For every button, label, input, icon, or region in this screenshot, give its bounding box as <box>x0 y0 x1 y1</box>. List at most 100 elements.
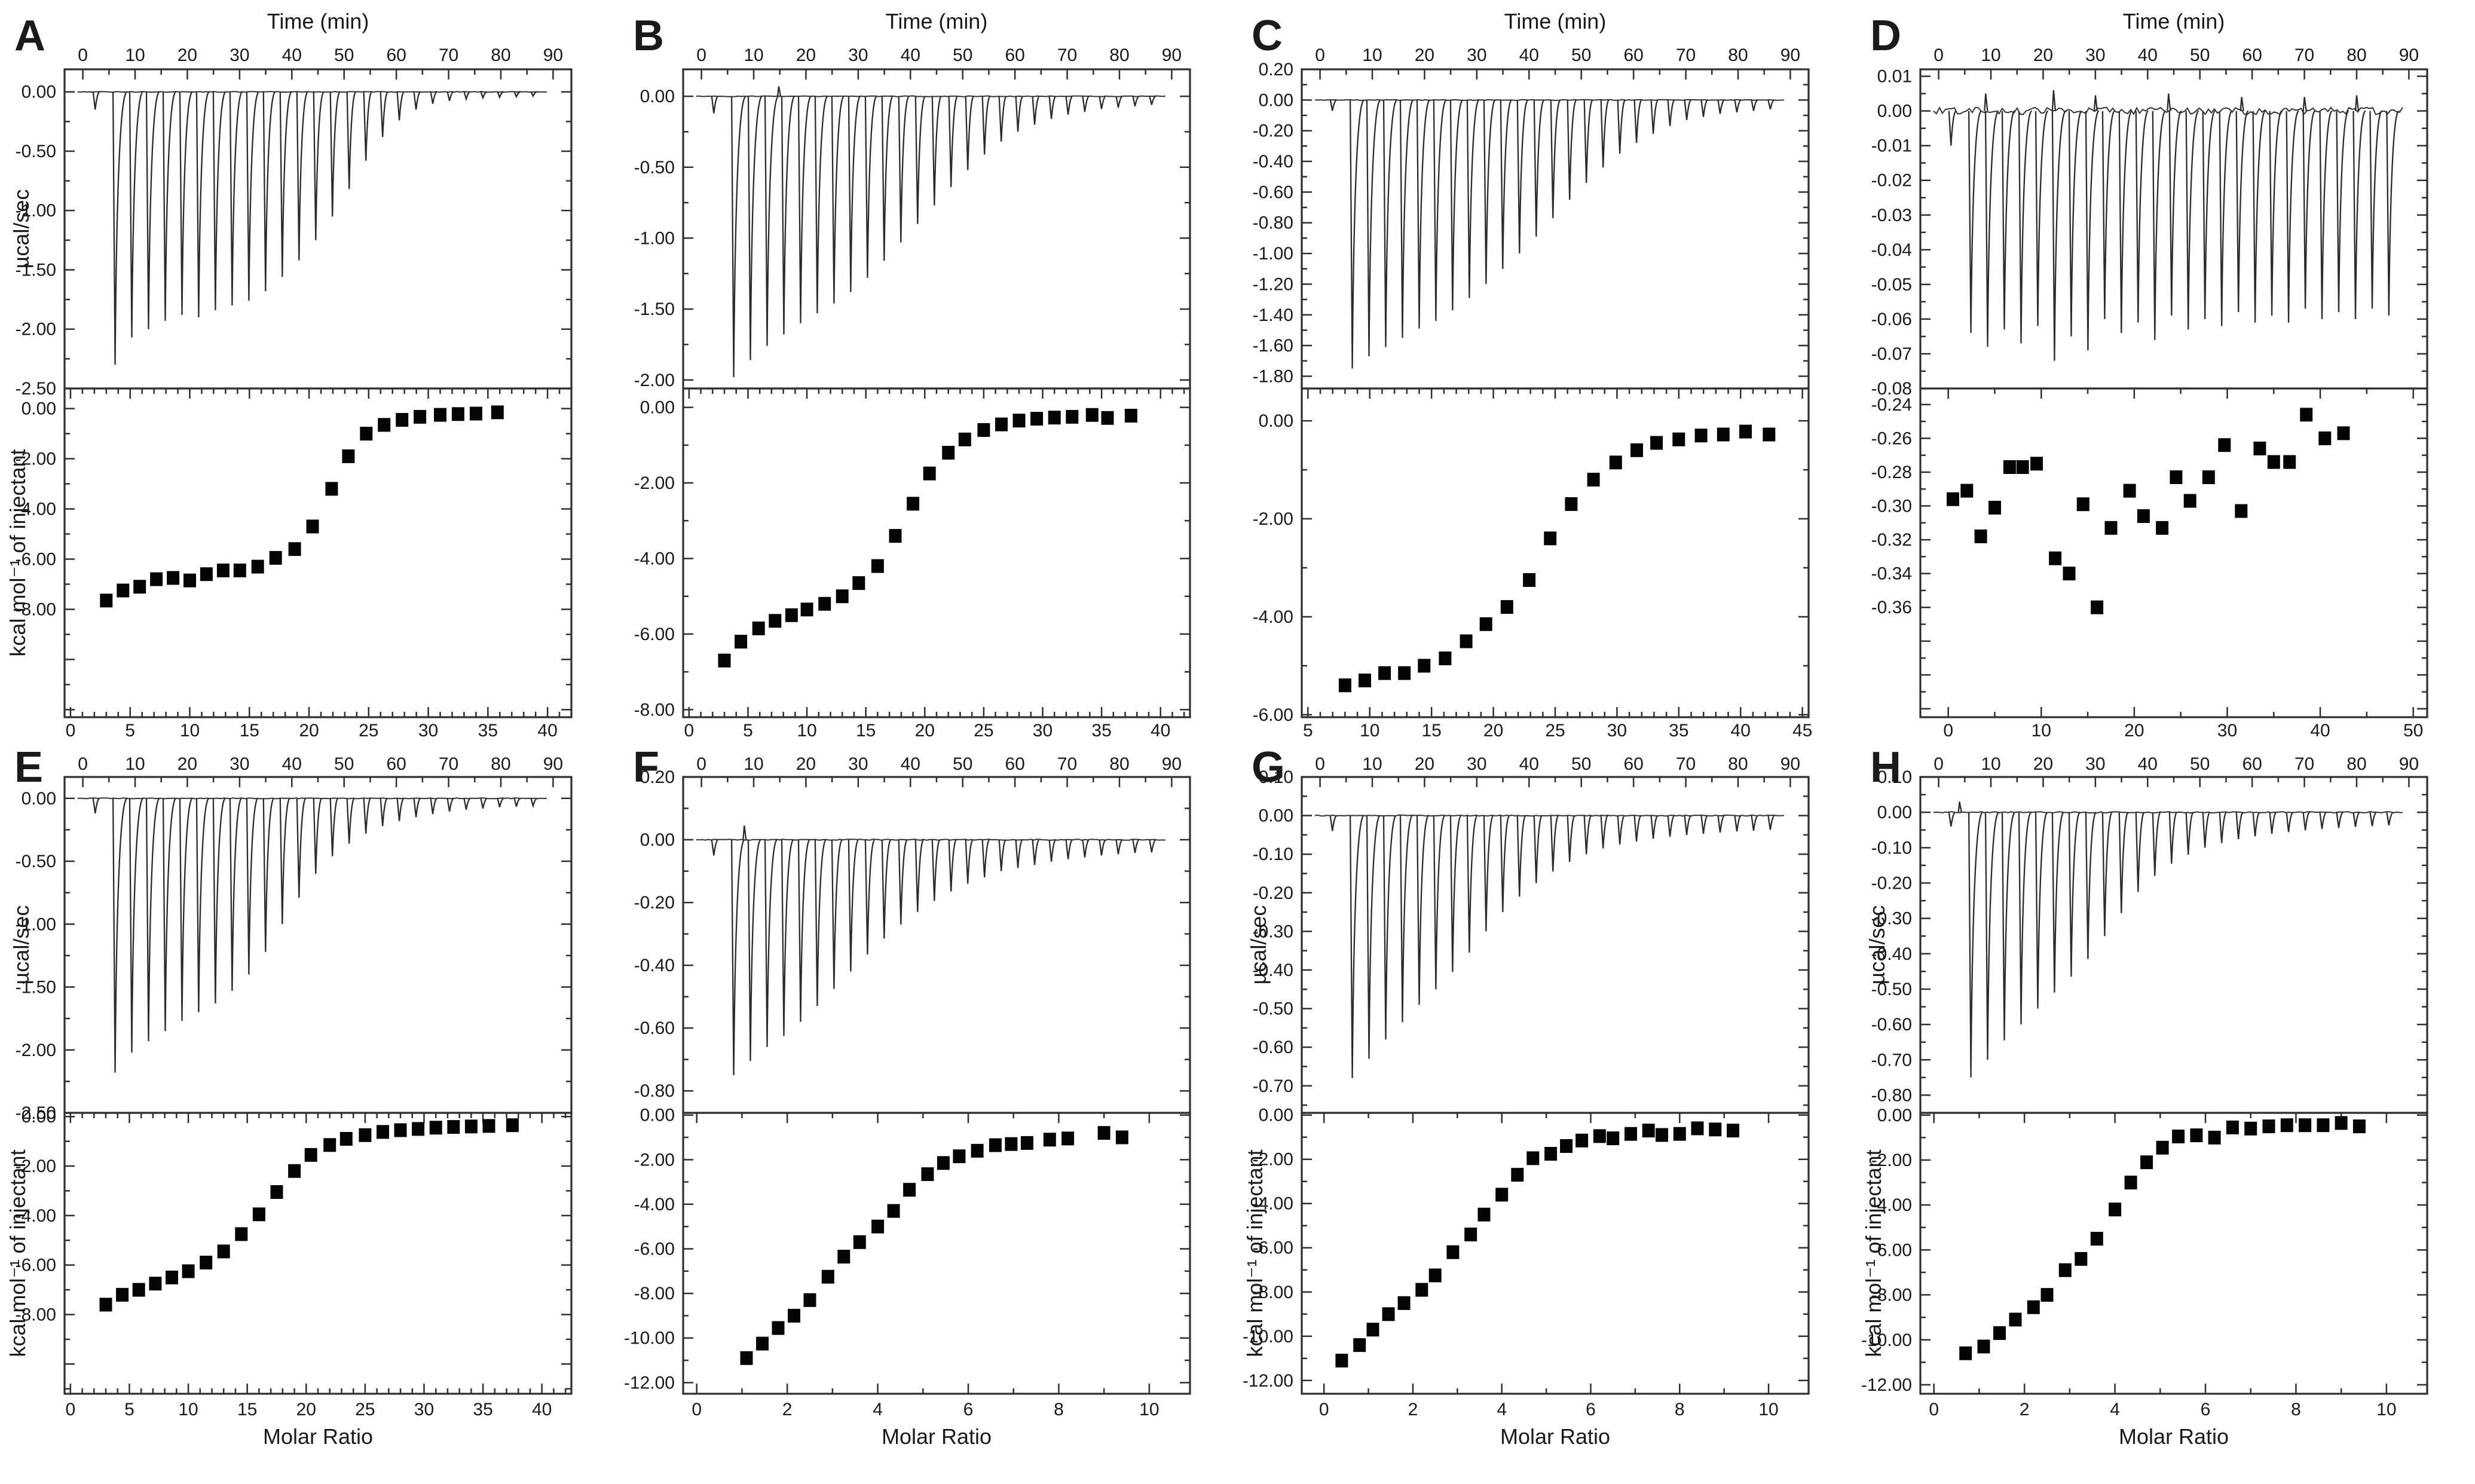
data-point <box>149 1277 162 1291</box>
tick-label: 4 <box>1497 1400 1507 1419</box>
tick-label: 0.20 <box>1259 60 1293 79</box>
data-point <box>182 1264 195 1278</box>
tick-label: 40 <box>532 1400 552 1419</box>
tick-label: -1.00 <box>16 914 56 934</box>
thermogram-trace <box>1329 99 1775 369</box>
isotherm-points <box>1338 424 1776 693</box>
tick-label: 50 <box>334 754 354 774</box>
thermogram-trace <box>1948 801 2394 1078</box>
tick-label: 0.00 <box>22 82 56 102</box>
tick-label: -8.00 <box>1871 1286 1912 1305</box>
tick-label: -0.40 <box>1253 960 1293 980</box>
tick-label: 30 <box>2217 721 2237 741</box>
tick-label: -4.00 <box>16 1206 56 1226</box>
tick-label: 20 <box>1483 721 1503 741</box>
tick-label: 10 <box>744 754 763 774</box>
tick-label: 10 <box>1139 1400 1159 1419</box>
tick-label: 70 <box>439 754 458 774</box>
data-point <box>785 608 798 622</box>
tick-label: 30 <box>848 754 868 774</box>
tick-label: 45 <box>1792 721 1812 741</box>
panel-D: D Time (min) 0 10 20 30 40 50 60 70 80 90 0.01 0.00 -0… <box>1870 9 2428 741</box>
tick-label: 10 <box>1362 754 1382 774</box>
tick-label: -0.20 <box>1253 121 1293 141</box>
isotherm-box <box>1919 1112 2428 1395</box>
thermogram-trace <box>1329 815 1775 1078</box>
tick-label: 30 <box>1607 721 1627 741</box>
tick-label: 40 <box>901 45 920 65</box>
tick-label: 0.00 <box>22 1107 56 1127</box>
tick-label: -12.00 <box>1861 1375 1912 1395</box>
data-point <box>853 1235 866 1249</box>
data-point <box>200 1256 213 1269</box>
tick-label: -8.00 <box>16 1305 56 1324</box>
tick-label: -0.50 <box>1871 980 1912 999</box>
data-point <box>1397 1296 1411 1310</box>
tick-label: -2.00 <box>1871 1151 1912 1170</box>
tick-label: -8.00 <box>1253 1283 1293 1302</box>
isotherm-points <box>1959 1116 2366 1360</box>
kcal-axis-label: kcal mol⁻¹ of injectant <box>1243 1149 1267 1357</box>
panel-E: E 0 10 20 30 40 50 60 70 80 900.00-0.50-1.00-1.50-… <box>5 743 573 1449</box>
tick-label: -0.50 <box>16 852 56 871</box>
tick-label: -4.00 <box>1253 607 1293 627</box>
tick-label: 10 <box>125 45 145 65</box>
data-point <box>1673 1127 1686 1141</box>
data-point <box>269 550 282 565</box>
ucal-axis-label: µcal/sec <box>9 189 33 269</box>
tick-label: 90 <box>2399 754 2419 774</box>
panel-B: B Time (min)0 10 20 30 40 50 60 70 80 900.00-0.50-… <box>633 9 1191 741</box>
data-point <box>1709 1122 1722 1137</box>
data-point <box>1947 492 1959 506</box>
data-point <box>836 589 849 604</box>
tick-label: 6 <box>963 1400 974 1419</box>
data-point <box>2253 441 2266 455</box>
tick-label: -0.20 <box>634 893 675 913</box>
data-point <box>412 1122 425 1136</box>
data-point <box>464 1119 478 1134</box>
tick-label: 0 <box>1943 721 1953 741</box>
tick-label: 80 <box>491 45 510 65</box>
tick-label: 2 <box>782 1400 793 1419</box>
tick-label: 8 <box>1675 1400 1685 1419</box>
tick-label: -10.00 <box>624 1329 675 1348</box>
thermogram-trace <box>1948 90 2400 361</box>
tick-label: -8.00 <box>634 700 675 720</box>
tick-label: -1.20 <box>1253 274 1293 294</box>
data-point <box>469 406 482 421</box>
data-point <box>133 580 146 594</box>
tick-label: 15 <box>1421 721 1441 741</box>
tick-label: 50 <box>1571 45 1591 65</box>
data-point <box>2208 1130 2221 1145</box>
tick-label: 35 <box>473 1400 492 1419</box>
data-point <box>1115 1130 1128 1145</box>
data-point <box>1609 455 1622 470</box>
tick-label: 80 <box>2346 754 2366 774</box>
data-point <box>394 1123 407 1137</box>
tick-label: -0.20 <box>1253 883 1293 903</box>
tick-label: 80 <box>2346 45 2366 65</box>
data-point <box>2076 497 2089 512</box>
data-point <box>735 635 748 649</box>
data-point <box>1048 411 1061 425</box>
tick-label: 30 <box>414 1400 434 1419</box>
data-point <box>2027 1300 2040 1314</box>
tick-label: 0.00 <box>1877 803 1912 822</box>
panel-H: H 0 10 20 30 40 50 60 70 80 900.100.00-0.10-0.20-0… <box>1861 743 2428 1449</box>
tick-label: -0.50 <box>16 142 56 161</box>
data-point <box>1624 1127 1637 1141</box>
tick-label: -6.00 <box>16 549 56 569</box>
tick-label: 0 <box>696 45 706 65</box>
tick-label: 50 <box>2403 721 2423 741</box>
molar-ratio-label: Molar Ratio <box>2119 1424 2229 1449</box>
tick-label: 20 <box>2033 754 2053 774</box>
tick-label: -1.50 <box>634 299 675 319</box>
tick-label: 40 <box>2138 45 2158 65</box>
data-point <box>132 1283 145 1297</box>
tick-label: 20 <box>2124 721 2144 741</box>
isotherm-box <box>682 387 1191 718</box>
panel-C: C Time (min) 0 10 20 30 40 50 60 70 80 90 0.20 0.00 -0… <box>1252 9 1812 741</box>
data-point <box>756 1336 769 1351</box>
data-point <box>977 423 990 437</box>
tick-label: -0.28 <box>1871 463 1912 482</box>
